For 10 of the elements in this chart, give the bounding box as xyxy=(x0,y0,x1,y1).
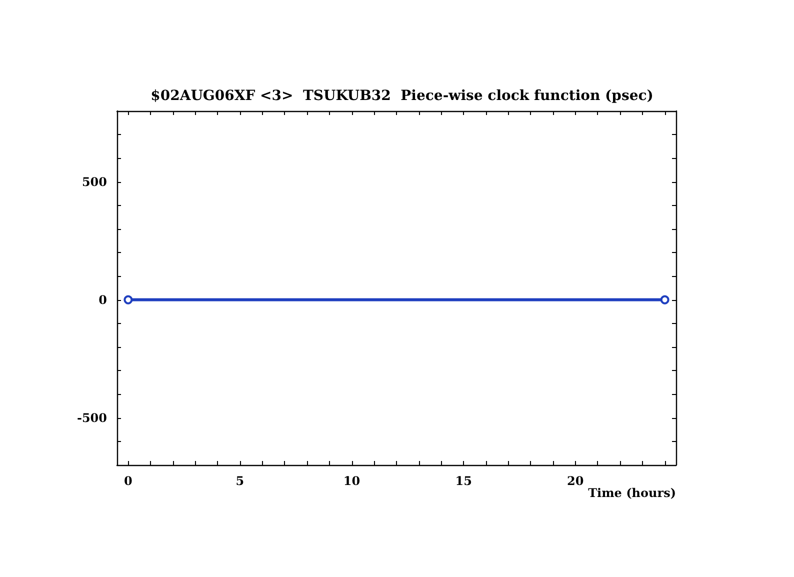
y-tick-label: 500 xyxy=(82,174,107,189)
x-tick-label: 20 xyxy=(567,474,584,488)
x-tick-label: 10 xyxy=(343,474,360,488)
y-tick-label: 0 xyxy=(98,292,107,307)
x-tick-label: 15 xyxy=(455,474,472,488)
y-tick-label: -500 xyxy=(76,410,107,425)
x-axis-title: Time (hours) xyxy=(588,486,676,500)
chart-title: $02AUG06XF <3> TSUKUB32 Piece-wise clock function (psec) xyxy=(150,88,654,104)
x-tick-label: 5 xyxy=(236,474,244,488)
x-tick-label: 0 xyxy=(124,474,132,488)
